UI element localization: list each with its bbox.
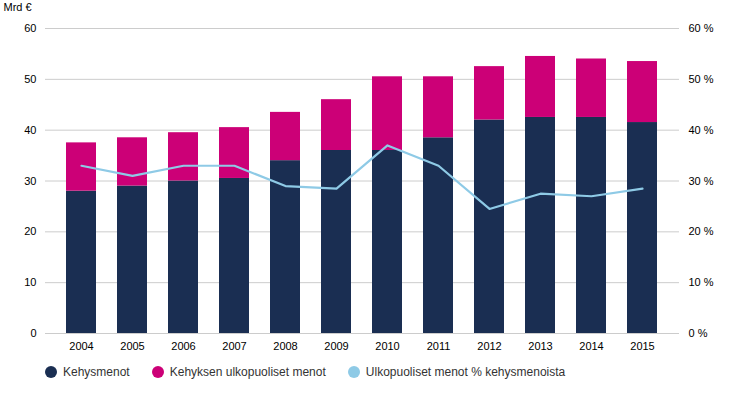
svg-text:2008: 2008 [273,340,297,352]
svg-text:10: 10 [24,276,36,288]
svg-text:40 %: 40 % [689,124,714,136]
svg-text:30 %: 30 % [689,175,714,187]
svg-text:2006: 2006 [171,340,195,352]
html-text:Kehyksen ulkopuoliset menot: Kehyksen ulkopuoliset menot [169,365,326,379]
svg-text:2012: 2012 [477,340,501,352]
svg-text:2010: 2010 [375,340,399,352]
svg-text:60: 60 [24,22,36,34]
svg-text:2009: 2009 [324,340,348,352]
svg-text:20 %: 20 % [689,225,714,237]
svg-text:0: 0 [30,327,36,339]
svg-text:40: 40 [24,124,36,136]
svg-text:60 %: 60 % [689,22,714,34]
svg-text:Mrd €: Mrd € [4,1,32,13]
svg-text:30: 30 [24,175,36,187]
svg-text:20: 20 [24,225,36,237]
svg-text:2013: 2013 [528,340,552,352]
svg-text:2005: 2005 [120,340,144,352]
svg-text:50: 50 [24,73,36,85]
svg-text:0 %: 0 % [689,327,708,339]
svg-text:10 %: 10 % [689,276,714,288]
svg-text:2007: 2007 [222,340,246,352]
html-text:Kehysmenot: Kehysmenot [63,365,130,379]
svg-text:2015: 2015 [630,340,654,352]
svg-text:2014: 2014 [579,340,603,352]
svg-text:50 %: 50 % [689,73,714,85]
html-text:Ulkopuoliset menot % kehysmeno: Ulkopuoliset menot % kehysmenoista [365,365,566,379]
svg-text:2011: 2011 [427,340,451,352]
svg-text:2004: 2004 [69,340,93,352]
